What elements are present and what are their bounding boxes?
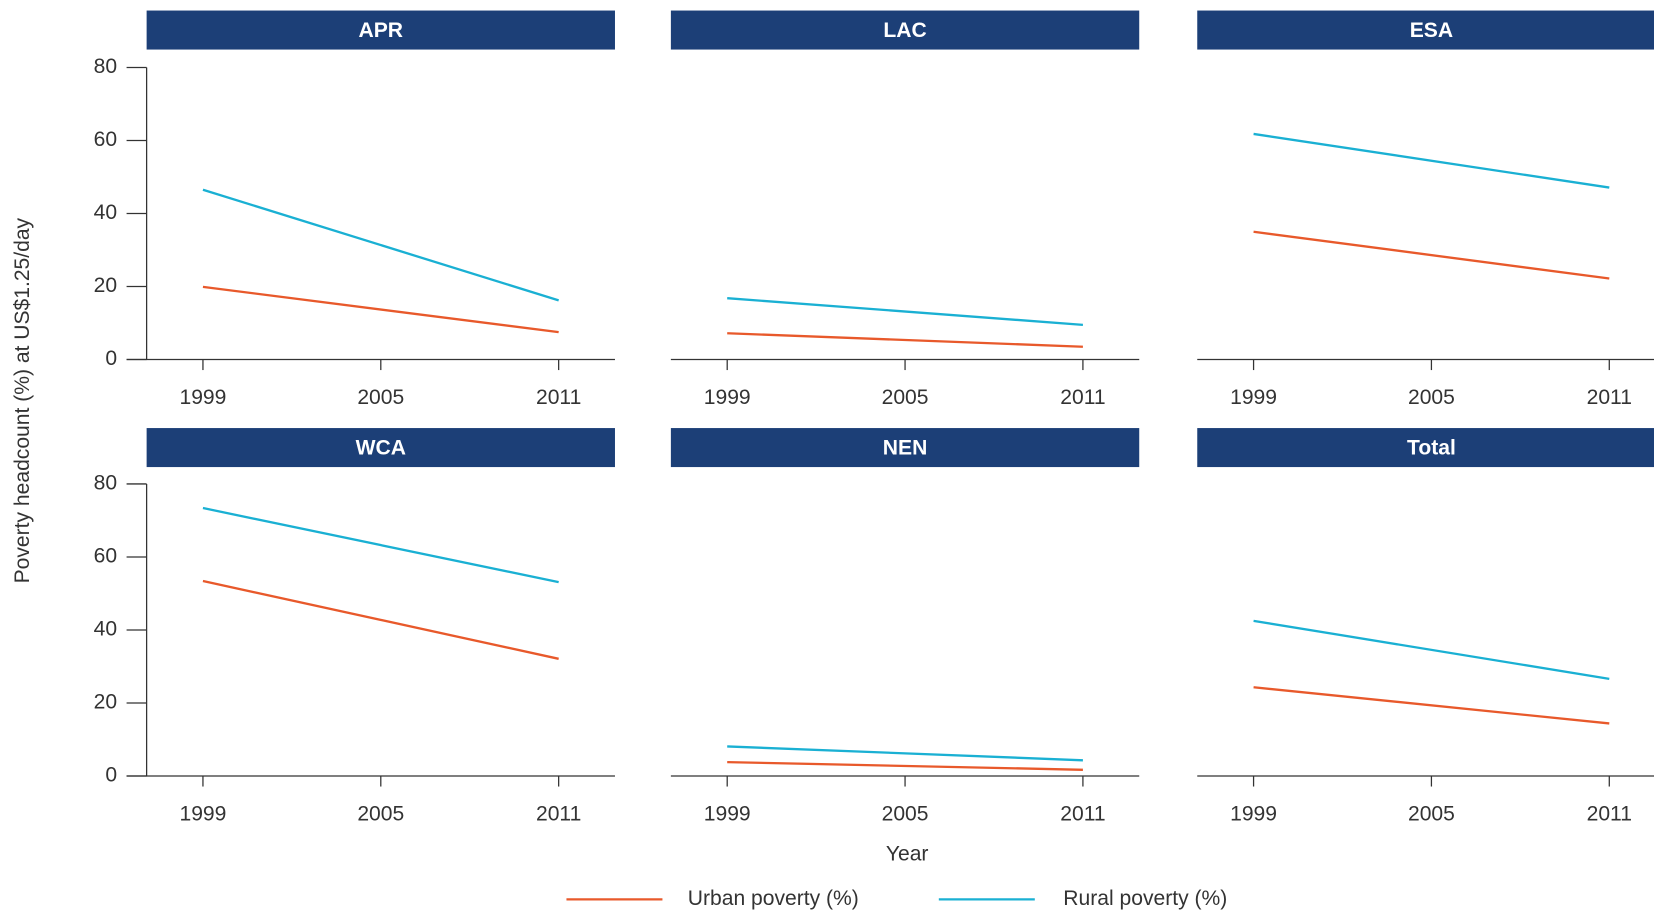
y-tick-label: 0 [105,764,117,787]
panel-header [1197,428,1654,468]
x-tick-label: 1999 [179,803,226,826]
x-tick-label: 1999 [1230,803,1277,826]
x-tick-label: 2011 [536,803,581,826]
panel-header [146,428,615,468]
x-tick-label: 2005 [357,803,404,826]
series-line [727,760,1083,771]
panel-title: ESA [1410,19,1453,42]
panel-title: NEN [883,437,928,460]
x-axis-label: Year [886,843,929,866]
y-tick-label: 20 [94,691,117,714]
series-line [1253,619,1610,681]
panel-title: WCA [356,437,406,460]
y-tick-label: 20 [94,274,117,297]
y-tick-label: 60 [94,545,117,568]
series-line [202,506,559,584]
y-tick-label: 60 [94,128,117,151]
x-tick-label: 1999 [704,803,751,826]
x-tick-label: 1999 [704,386,751,409]
x-tick-label: 2005 [1408,386,1455,409]
x-tick-label: 1999 [179,386,226,409]
series-line [1253,686,1610,725]
x-tick-label: 2005 [1408,803,1455,826]
series-line [1253,230,1610,280]
panel-header [146,10,615,50]
legend-label: Rural poverty (%) [1063,887,1227,910]
panel-header [1197,10,1654,50]
x-tick-label: 2011 [536,386,581,409]
series-line [202,285,559,334]
x-tick-label: 2011 [1060,803,1105,826]
x-tick-label: 1999 [1230,386,1277,409]
x-tick-label: 2011 [1587,386,1632,409]
y-tick-label: 80 [94,472,117,495]
legend-label: Urban poverty (%) [688,887,859,910]
series-line [202,579,559,660]
y-tick-label: 40 [94,618,117,641]
panel-header [670,10,1140,50]
series-line [202,188,559,302]
panel-title: LAC [883,19,926,42]
panel-header [670,428,1140,468]
y-tick-label: 0 [105,347,117,370]
series-line [727,297,1084,327]
series-line [1253,132,1610,189]
x-tick-label: 2011 [1060,386,1105,409]
x-tick-label: 2011 [1587,803,1632,826]
y-tick-label: 80 [94,55,117,78]
series-line [727,745,1083,762]
y-axis-label: Poverty headcount (%) at US$1.25/day [11,217,34,583]
panel-title: Total [1407,437,1456,460]
panel-title: APR [359,19,404,42]
x-tick-label: 2005 [882,803,929,826]
y-tick-label: 40 [94,201,117,224]
x-tick-label: 2005 [357,386,404,409]
x-tick-label: 2005 [882,386,929,409]
series-line [727,332,1083,348]
